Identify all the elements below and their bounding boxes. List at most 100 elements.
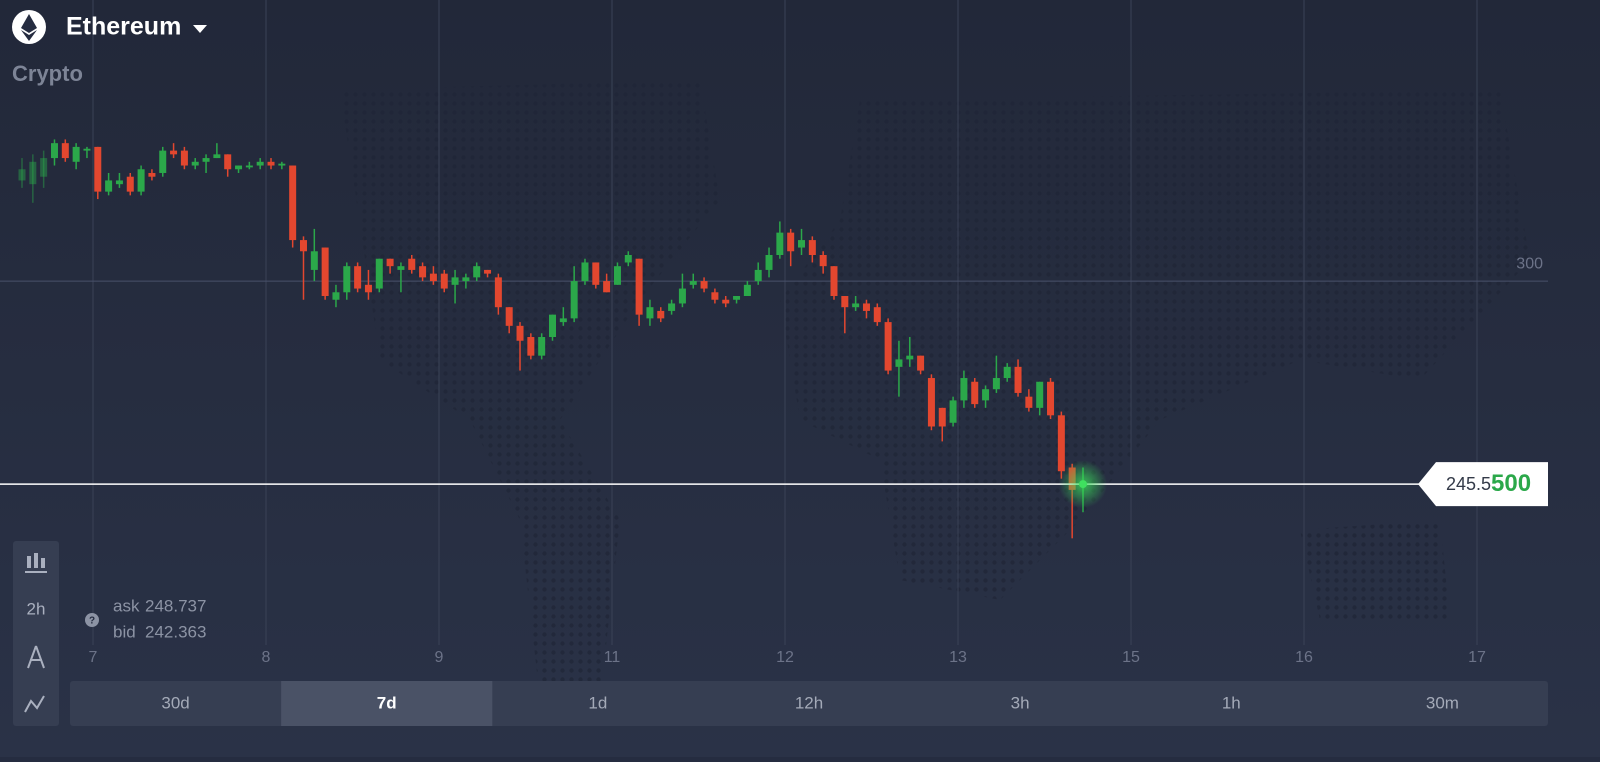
current-price-dot — [1079, 480, 1087, 489]
interval-button[interactable]: 2h — [27, 599, 46, 618]
candle-body — [256, 161, 264, 166]
period-button-active[interactable] — [281, 681, 493, 726]
candle-body — [765, 255, 773, 270]
candle-body — [484, 269, 492, 274]
candle-body — [917, 355, 925, 371]
candle-body — [386, 258, 394, 267]
candle-body — [299, 240, 307, 252]
candle-body — [105, 180, 113, 192]
indicators-button[interactable] — [24, 695, 45, 713]
x-tick-label: 15 — [1122, 649, 1140, 666]
x-tick-label: 16 — [1295, 649, 1313, 666]
candle-body — [332, 292, 340, 300]
candle-body — [148, 172, 156, 177]
candle-body — [354, 266, 362, 289]
candle-body — [982, 389, 990, 401]
candle-body — [808, 240, 816, 255]
candle-body — [1014, 366, 1022, 393]
candle-body — [1057, 415, 1065, 472]
candle-body — [364, 284, 372, 293]
bid-label: bid — [113, 622, 136, 641]
candle-body — [440, 273, 448, 289]
candle-body — [310, 251, 318, 270]
candle-body — [245, 165, 253, 168]
candle-body — [72, 146, 80, 162]
candle-body — [29, 161, 37, 185]
candle-body — [126, 176, 134, 192]
period-button[interactable]: 3h — [1011, 693, 1030, 712]
candle-body — [180, 150, 188, 166]
ask-value: 248.737 — [145, 596, 206, 615]
candle-body — [235, 165, 243, 170]
candle-body — [278, 163, 286, 166]
candle-body — [18, 169, 26, 181]
period-button[interactable]: 12h — [795, 693, 823, 712]
x-tick-label: 11 — [604, 649, 621, 666]
candle-body — [776, 232, 784, 255]
candle-body — [798, 240, 806, 248]
asset-title[interactable]: Ethereum — [66, 13, 181, 41]
candle-body — [1047, 381, 1055, 416]
candle-body — [613, 266, 621, 285]
period-button[interactable]: 30d — [161, 693, 189, 712]
help-icon[interactable] — [85, 613, 99, 627]
price-label-tail: 500 — [1491, 470, 1531, 497]
candle-body — [733, 296, 741, 300]
candle-body — [40, 158, 48, 177]
candle-body — [830, 266, 838, 297]
price-label-main: 245.5 — [1446, 474, 1491, 494]
candle-body — [429, 273, 437, 282]
candle-body — [538, 337, 546, 356]
x-tick-label: 9 — [435, 649, 444, 666]
candle-body — [267, 161, 275, 166]
dropdown-arrow[interactable] — [193, 25, 207, 33]
candle-body — [451, 277, 459, 285]
candle-body — [678, 288, 686, 304]
chart-type-button[interactable] — [25, 553, 47, 573]
candle-body — [624, 255, 632, 263]
candle-body — [668, 303, 676, 311]
candle-body — [971, 381, 979, 405]
ethereum-glyph — [21, 14, 37, 41]
candle-body — [938, 407, 946, 427]
chart: 7 8 9 11 12 13 15 16 17 300 245.5500 — [0, 0, 1548, 666]
x-tick-label: 7 — [89, 649, 98, 666]
ask-label: ask — [113, 596, 140, 615]
candle-body — [689, 281, 697, 285]
drawing-tools-button[interactable] — [27, 645, 45, 669]
help-glyph: ? — [89, 616, 95, 627]
candle-body — [224, 154, 232, 170]
bid-value: 242.363 — [145, 622, 206, 641]
candle-body — [711, 292, 719, 300]
candle-body — [743, 284, 751, 297]
candle-body — [516, 325, 524, 341]
candle-body — [873, 307, 881, 323]
period-button[interactable]: 1h — [1222, 693, 1241, 712]
period-button[interactable]: 7d — [377, 693, 397, 712]
candle-body — [191, 161, 199, 166]
candle-body — [419, 266, 427, 278]
candle-body — [213, 154, 221, 159]
candle-body — [992, 378, 1000, 390]
candle-body — [754, 269, 762, 282]
candle-body — [852, 303, 860, 308]
candle-body — [473, 266, 481, 278]
candle-body — [581, 262, 589, 282]
candle-body — [408, 258, 416, 270]
candle-body — [137, 169, 145, 192]
candle-body — [527, 337, 535, 356]
candle-body — [462, 277, 470, 282]
x-tick-label: 8 — [262, 649, 271, 666]
candle-body — [819, 255, 827, 267]
period-bar: 30d 7d 1d 12h 3h 1h 30m — [70, 681, 1548, 726]
candle-body — [289, 165, 297, 241]
period-button[interactable]: 30m — [1426, 693, 1459, 712]
candle-body — [603, 281, 611, 293]
candle-body — [960, 378, 968, 401]
candle-body — [83, 148, 91, 151]
candle-body — [375, 258, 383, 289]
candle-body — [1025, 396, 1033, 408]
period-button[interactable]: 1d — [588, 693, 607, 712]
